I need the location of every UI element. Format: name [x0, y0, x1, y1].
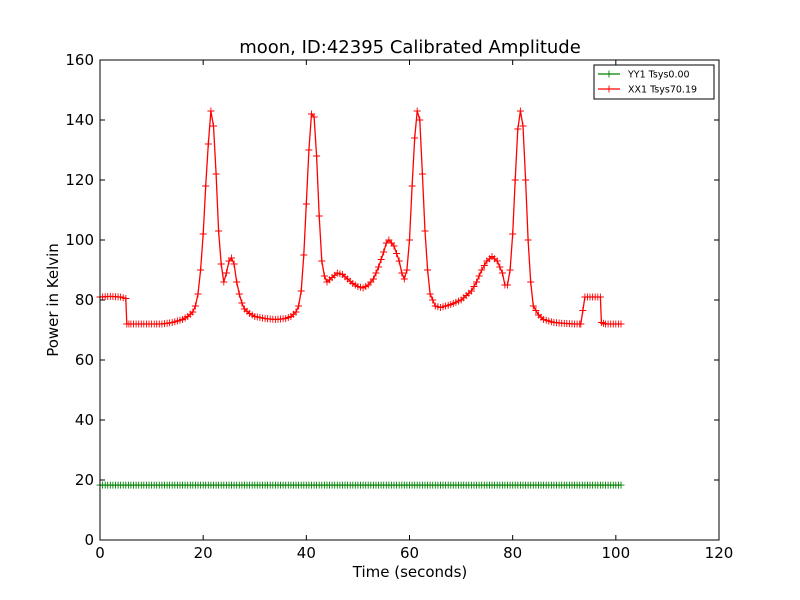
y-axis-title: Power in Kelvin [44, 243, 62, 357]
series-yy1 [96, 481, 625, 489]
series-markers [96, 481, 625, 489]
legend: YY1 Tsys0.00 XX1 Tsys70.19 [593, 64, 715, 100]
chart-title: moon, ID:42395 Calibrated Amplitude [239, 37, 581, 58]
series-markers [96, 107, 625, 328]
legend-label: XX1 Tsys70.19 [628, 85, 697, 96]
plot-area [96, 107, 625, 489]
x-tick-label: 0 [95, 544, 105, 562]
x-tick-label: 100 [602, 544, 631, 562]
x-tick-label: 60 [400, 544, 419, 562]
x-tick-label: 80 [503, 544, 522, 562]
y-tick-label: 160 [65, 51, 94, 69]
y-tick-label: 140 [65, 111, 94, 129]
series-line [99, 110, 621, 325]
legend-marker [605, 70, 613, 78]
y-tick-label: 60 [75, 351, 94, 369]
x-axis-title: Time (seconds) [352, 563, 468, 581]
y-tick-label: 120 [65, 171, 94, 189]
axis-ticks: 0 20 40 60 80 100 120 0 20 40 60 80 100 120 140 160 [65, 51, 733, 562]
x-tick-label: 20 [194, 544, 213, 562]
legend-marker [605, 85, 613, 93]
y-tick-label: 20 [75, 471, 94, 489]
y-tick-label: 100 [65, 231, 94, 249]
legend-box [593, 64, 715, 100]
y-tick-label: 80 [75, 291, 94, 309]
x-tick-label: 40 [297, 544, 316, 562]
x-tick-label: 120 [705, 544, 734, 562]
series-xx1 [96, 107, 625, 328]
y-tick-label: 0 [84, 531, 94, 549]
y-tick-label: 40 [75, 411, 94, 429]
legend-label: YY1 Tsys0.00 [627, 70, 690, 81]
plot-frame [99, 59, 720, 541]
